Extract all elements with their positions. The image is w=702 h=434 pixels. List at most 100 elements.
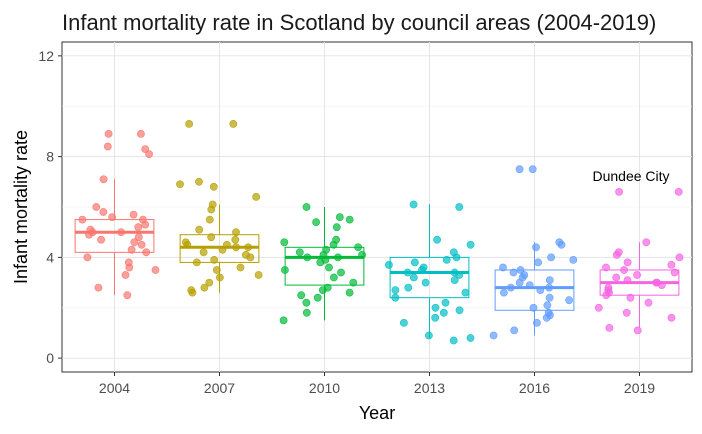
data-point-2019 bbox=[614, 248, 623, 257]
y-tick-label: 4 bbox=[46, 249, 54, 265]
data-point-2016 bbox=[489, 331, 498, 340]
data-point-2013 bbox=[455, 306, 464, 315]
data-point-2013 bbox=[455, 203, 464, 211]
x-tick-label: 2013 bbox=[414, 380, 445, 396]
data-point-2010 bbox=[325, 263, 333, 272]
annotation-label: Dundee City bbox=[592, 168, 669, 184]
data-point-2019 bbox=[620, 266, 628, 274]
data-point-2016 bbox=[499, 288, 508, 297]
data-point-2010 bbox=[335, 213, 344, 221]
data-point-2019 bbox=[633, 271, 641, 279]
data-point-2007 bbox=[200, 283, 209, 292]
data-point-2007 bbox=[252, 192, 261, 201]
data-point-2010 bbox=[279, 316, 288, 325]
data-point-2013 bbox=[410, 258, 419, 267]
data-point-2016 bbox=[528, 165, 537, 174]
data-point-2019 bbox=[667, 260, 676, 269]
data-point-2007 bbox=[218, 245, 227, 254]
data-point-2010 bbox=[295, 248, 304, 257]
data-point-2004 bbox=[136, 129, 145, 138]
data-point-2016 bbox=[516, 266, 525, 274]
data-point-2013 bbox=[433, 235, 441, 244]
data-point-2013 bbox=[431, 303, 440, 312]
data-point-2010 bbox=[302, 298, 311, 307]
data-point-2007 bbox=[195, 225, 204, 234]
data-point-2016 bbox=[532, 243, 540, 252]
data-point-2019 bbox=[594, 303, 603, 312]
data-point-2004 bbox=[94, 283, 103, 292]
data-point-2019 bbox=[604, 283, 613, 292]
data-point-2004 bbox=[124, 258, 133, 267]
data-point-2013 bbox=[421, 278, 430, 287]
data-point-2013 bbox=[449, 248, 458, 257]
data-point-2013 bbox=[419, 263, 428, 272]
data-point-2010 bbox=[358, 250, 366, 259]
data-point-2019 bbox=[612, 273, 621, 282]
data-point-2004 bbox=[141, 145, 150, 153]
data-point-2013 bbox=[409, 200, 418, 209]
grid-lines bbox=[62, 42, 692, 372]
data-point-2019 bbox=[605, 323, 614, 332]
data-point-2004 bbox=[129, 210, 138, 219]
data-point-2013 bbox=[399, 318, 408, 327]
box-2019 bbox=[599, 242, 680, 328]
data-point-2010 bbox=[345, 288, 354, 297]
chart-title: Infant mortality rate in Scotland by cou… bbox=[62, 10, 657, 35]
data-point-2016 bbox=[529, 303, 538, 312]
data-point-2007 bbox=[205, 215, 214, 224]
data-point-2007 bbox=[212, 266, 221, 274]
data-point-2007 bbox=[209, 182, 218, 191]
axes: 0 4 8 12 2004 2007 2010 2013 2016 2019 bbox=[38, 48, 655, 396]
data-point-2010 bbox=[329, 273, 338, 282]
data-point-2016 bbox=[506, 283, 515, 292]
data-point-2010 bbox=[337, 268, 345, 277]
data-point-2013 bbox=[442, 255, 451, 264]
data-point-2010 bbox=[313, 293, 322, 302]
data-point-2010 bbox=[354, 243, 362, 252]
data-point-2013 bbox=[466, 240, 475, 249]
x-axis-title: Year bbox=[359, 403, 395, 423]
data-point-2016 bbox=[569, 255, 578, 264]
data-point-2004 bbox=[121, 271, 130, 279]
data-point-2010 bbox=[334, 253, 342, 262]
data-point-2019 bbox=[615, 187, 623, 196]
data-point-2004 bbox=[137, 240, 146, 249]
data-point-2010 bbox=[302, 203, 311, 211]
y-tick-label: 8 bbox=[46, 149, 54, 165]
data-point-2004 bbox=[86, 225, 95, 234]
data-point-2019 bbox=[633, 326, 642, 335]
data-point-2016 bbox=[515, 165, 524, 174]
y-axis-title: Infant mortality rate bbox=[11, 130, 31, 284]
data-point-2010 bbox=[302, 308, 311, 317]
data-point-2004 bbox=[142, 248, 151, 257]
box-iqr bbox=[389, 256, 470, 299]
data-point-2016 bbox=[534, 258, 542, 267]
data-points bbox=[78, 120, 684, 345]
data-point-2007 bbox=[185, 120, 193, 128]
data-point-2013 bbox=[441, 298, 450, 307]
data-point-2004 bbox=[99, 175, 108, 184]
data-point-2013 bbox=[409, 273, 418, 282]
data-point-2016 bbox=[555, 238, 564, 247]
data-point-2019 bbox=[644, 298, 653, 307]
data-point-2010 bbox=[323, 283, 332, 292]
data-point-2010 bbox=[345, 215, 354, 224]
data-point-2016 bbox=[525, 281, 534, 289]
data-point-2004 bbox=[92, 203, 101, 211]
data-point-2010 bbox=[312, 218, 320, 226]
data-point-2007 bbox=[187, 286, 196, 294]
data-point-2013 bbox=[461, 288, 470, 297]
data-point-2004 bbox=[123, 291, 132, 300]
data-point-2013 bbox=[391, 293, 400, 302]
data-point-2007 bbox=[195, 177, 203, 186]
data-point-2019 bbox=[623, 258, 632, 267]
data-point-2019 bbox=[602, 263, 610, 272]
data-point-2007 bbox=[210, 255, 219, 264]
data-point-2016 bbox=[544, 308, 553, 317]
data-point-2013 bbox=[431, 313, 440, 322]
data-point-2016 bbox=[547, 253, 555, 262]
data-point-2019 bbox=[670, 268, 679, 277]
data-point-2007 bbox=[176, 180, 184, 189]
data-point-2010 bbox=[349, 278, 358, 287]
